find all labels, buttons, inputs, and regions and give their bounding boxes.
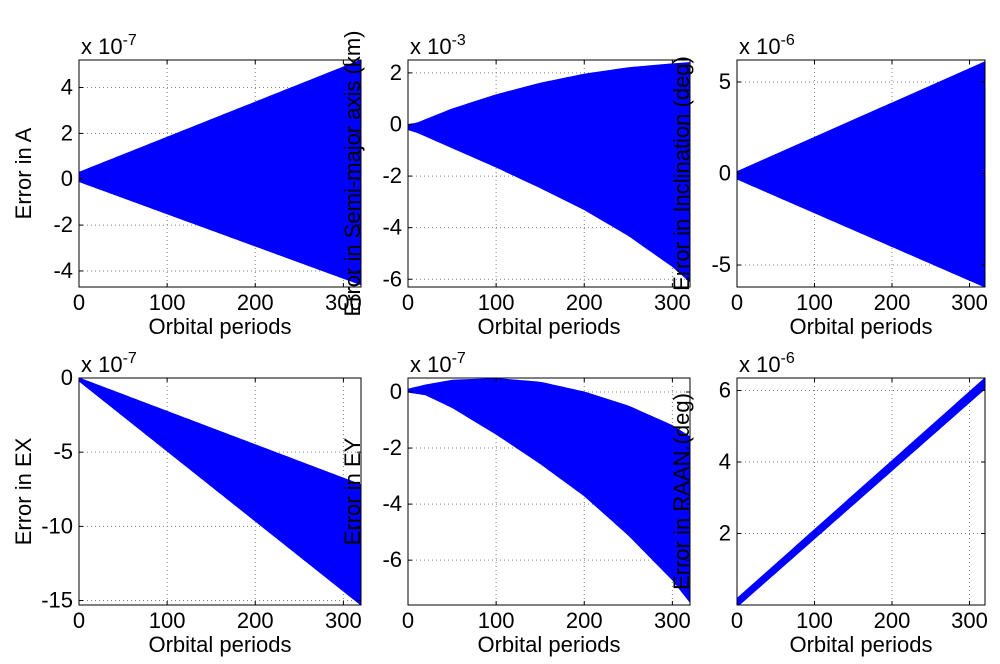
y-axis-label: Error in RAAN (deg) [669,393,694,590]
y-tick-label: -2 [53,212,73,237]
x-tick-label: 100 [478,290,515,315]
axes-frame [736,377,986,606]
x-axis-label: Orbital periods [789,632,932,657]
x-axis-label: Orbital periods [148,314,291,339]
exponent-label: x 10-7 [81,350,137,377]
y-tick-label: 0 [390,379,402,404]
y-tick-label: -4 [53,258,73,283]
y-tick-label: -2 [382,163,402,188]
error-band [79,60,361,286]
y-tick-label: 2 [61,120,73,145]
y-tick-label: 0 [61,365,73,390]
x-tick-label: 0 [731,290,743,315]
y-tick-label: -10 [41,513,73,538]
x-tick-label: 0 [73,608,85,633]
y-tick-label: 0 [390,111,402,136]
x-tick-label: 100 [478,608,515,633]
x-axis-label: Orbital periods [789,314,932,339]
x-tick-label: 100 [149,290,186,315]
axes-frame [407,377,691,606]
exponent-label: x 10-3 [410,32,466,59]
subplot-1: 0 100 200 300 -4 -2 0 2 4 x 10-7 Orbital periods Er… [11,32,362,339]
y-tick-label: -4 [382,215,402,240]
x-tick-label: 300 [325,290,362,315]
x-axis-label: Orbital periods [477,632,620,657]
y-axis-label: Error in A [11,127,36,219]
y-tick-label: -4 [382,491,402,516]
axes-frame [407,59,691,288]
y-tick-label: 5 [719,69,731,94]
y-tick-label: 2 [719,521,731,546]
x-tick-label: 300 [654,290,691,315]
y-tick-label: 4 [61,75,73,100]
y-tick-label: 4 [719,449,731,474]
x-tick-label: 300 [951,290,988,315]
y-axis-label: Error in EX [11,437,36,545]
error-band [737,61,985,287]
error-band [79,378,361,605]
x-tick-label: 200 [874,608,911,633]
y-tick-label: -2 [382,435,402,460]
exponent-label: x 10-7 [81,32,137,59]
subplot-6: 0 100 200 300 2 4 6 x 10-6 Orbital periods Error … [669,350,988,657]
x-axis-label: Orbital periods [148,632,291,657]
y-tick-label: -5 [711,252,731,277]
error-band [408,378,690,604]
subplot-4: 0 100 200 300 -15 -10 -5 0 x 10-7 Orbital periods… [11,350,362,657]
x-tick-label: 200 [566,290,603,315]
x-axis-label: Orbital periods [477,314,620,339]
y-tick-label: -15 [41,588,73,613]
x-tick-label: 200 [566,608,603,633]
x-tick-label: 0 [402,290,414,315]
subplot-5: 0 100 200 300 -6 -4 -2 0 x 10-7 Orbital periods Er… [340,350,691,657]
x-tick-label: 200 [874,290,911,315]
y-tick-label: -5 [53,439,73,464]
subplot-2: 0 100 200 300 -6 -4 -2 0 2 x 10-3 Orbital periods E… [340,30,691,339]
exponent-label: x 10-6 [739,32,795,59]
y-axis-label: Error in EY [340,437,365,545]
y-tick-label: 6 [719,378,731,403]
x-tick-label: 0 [73,290,85,315]
y-tick-label: 2 [390,60,402,85]
x-tick-label: 300 [654,608,691,633]
exponent-label: x 10-6 [739,350,795,377]
error-band [737,378,985,605]
x-tick-label: 200 [237,290,274,315]
x-tick-label: 100 [796,290,833,315]
y-tick-label: -6 [382,547,402,572]
axes-frame [78,377,362,606]
y-tick-label: 0 [61,166,73,191]
y-tick-label: -6 [382,266,402,291]
error-band [408,62,690,283]
x-tick-label: 0 [402,608,414,633]
x-tick-label: 300 [325,608,362,633]
x-tick-label: 200 [237,608,274,633]
axes-frame [78,59,362,288]
exponent-label: x 10-7 [410,350,466,377]
x-tick-label: 300 [951,608,988,633]
y-tick-label: 0 [719,161,731,186]
x-tick-label: 100 [149,608,186,633]
x-tick-label: 100 [796,608,833,633]
x-tick-label: 0 [731,608,743,633]
y-axis-label: Error in Inclination (deg) [669,56,694,291]
y-axis-label: Error in Semi-major axis (km) [340,30,365,316]
